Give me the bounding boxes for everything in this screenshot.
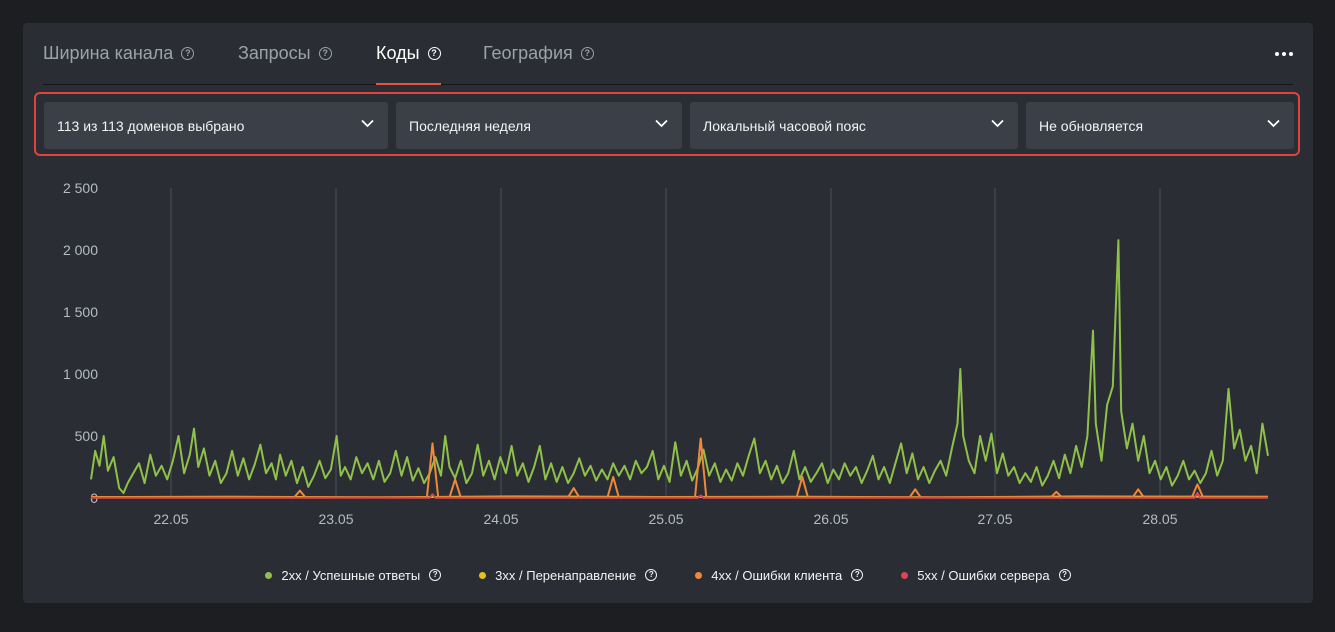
period-select[interactable]: Последняя неделя: [396, 102, 682, 149]
chevron-down-icon: [1267, 119, 1280, 128]
codes-panel: Ширина канала ? Запросы ? Коды ? Географ…: [23, 23, 1313, 603]
x-tick-label: 24.05: [483, 511, 518, 527]
tab-label: География: [483, 43, 573, 63]
help-icon[interactable]: ?: [1058, 569, 1071, 581]
legend-label: 3xx / Перенаправление: [495, 567, 637, 583]
help-icon[interactable]: ?: [429, 569, 442, 581]
legend-item-4xx[interactable]: 4xx / Ошибки клиента ?: [695, 565, 864, 585]
domains-select-value: 113 из 113 доменов выбрано: [57, 117, 245, 134]
legend-item-3xx[interactable]: 3xx / Перенаправление ?: [479, 565, 658, 585]
y-tick-label: 500: [75, 428, 99, 444]
y-tick-label: 1 500: [63, 304, 98, 320]
tab-label: Коды: [376, 43, 420, 63]
help-icon[interactable]: ?: [645, 569, 658, 581]
legend-item-2xx[interactable]: 2xx / Успешные ответы ?: [265, 565, 442, 585]
series-line-5xx: [91, 492, 1268, 499]
chart-grid: [170, 188, 1161, 498]
tab-geography[interactable]: География ?: [483, 23, 594, 84]
legend-label: 4xx / Ошибки клиента: [711, 567, 843, 583]
timezone-select-value: Локальный часовой пояс: [703, 117, 866, 134]
x-tick-label: 25.05: [648, 511, 683, 527]
help-icon[interactable]: ?: [318, 47, 332, 60]
tab-requests[interactable]: Запросы ?: [238, 23, 332, 84]
chevron-down-icon: [655, 119, 668, 128]
tab-bar: Ширина канала ? Запросы ? Коды ? Географ…: [43, 23, 1293, 85]
series-line-4xx: [91, 437, 1268, 499]
legend-dot: [265, 571, 273, 579]
help-icon[interactable]: ?: [427, 47, 441, 60]
chart-series: [90, 239, 1269, 499]
tab-codes[interactable]: Коды ?: [376, 23, 441, 85]
refresh-select-value: Не обновляется: [1039, 117, 1144, 134]
filters-bar: 113 из 113 доменов выбрано Последняя нед…: [34, 92, 1300, 156]
refresh-select[interactable]: Не обновляется: [1026, 102, 1294, 149]
chart-legend: 2xx / Успешные ответы ? 3xx / Перенаправ…: [23, 565, 1313, 585]
more-options-icon[interactable]: [1275, 23, 1293, 84]
x-tick-label: 27.05: [977, 511, 1012, 527]
help-icon[interactable]: ?: [181, 47, 195, 60]
legend-item-5xx[interactable]: 5xx / Ошибки сервера ?: [901, 565, 1071, 585]
tab-bandwidth[interactable]: Ширина канала ?: [43, 23, 195, 84]
legend-label: 2xx / Успешные ответы: [281, 567, 421, 583]
legend-dot: [479, 571, 487, 579]
tab-label: Запросы: [238, 43, 311, 63]
y-tick-label: 2 000: [63, 242, 98, 258]
x-tick-label: 26.05: [813, 511, 848, 527]
tab-label: Ширина канала: [43, 43, 174, 63]
domains-select[interactable]: 113 из 113 доменов выбрано: [44, 102, 388, 149]
x-tick-label: 22.05: [153, 511, 188, 527]
timezone-select[interactable]: Локальный часовой пояс: [690, 102, 1018, 149]
y-tick-label: 1 000: [63, 366, 98, 382]
help-icon[interactable]: ?: [851, 569, 864, 581]
x-axis: 22.05 23.05 24.05 25.05 26.05 27.05 28.05: [153, 511, 1177, 527]
series-line-2xx: [90, 239, 1269, 494]
help-icon[interactable]: ?: [580, 47, 594, 60]
x-tick-label: 28.05: [1142, 511, 1177, 527]
legend-dot: [901, 571, 909, 579]
period-select-value: Последняя неделя: [409, 117, 531, 134]
chevron-down-icon: [361, 119, 374, 128]
legend-label: 5xx / Ошибки сервера: [917, 567, 1050, 583]
x-tick-label: 23.05: [318, 511, 353, 527]
chevron-down-icon: [991, 119, 1004, 128]
y-tick-label: 2 500: [63, 180, 98, 196]
legend-dot: [695, 571, 703, 579]
